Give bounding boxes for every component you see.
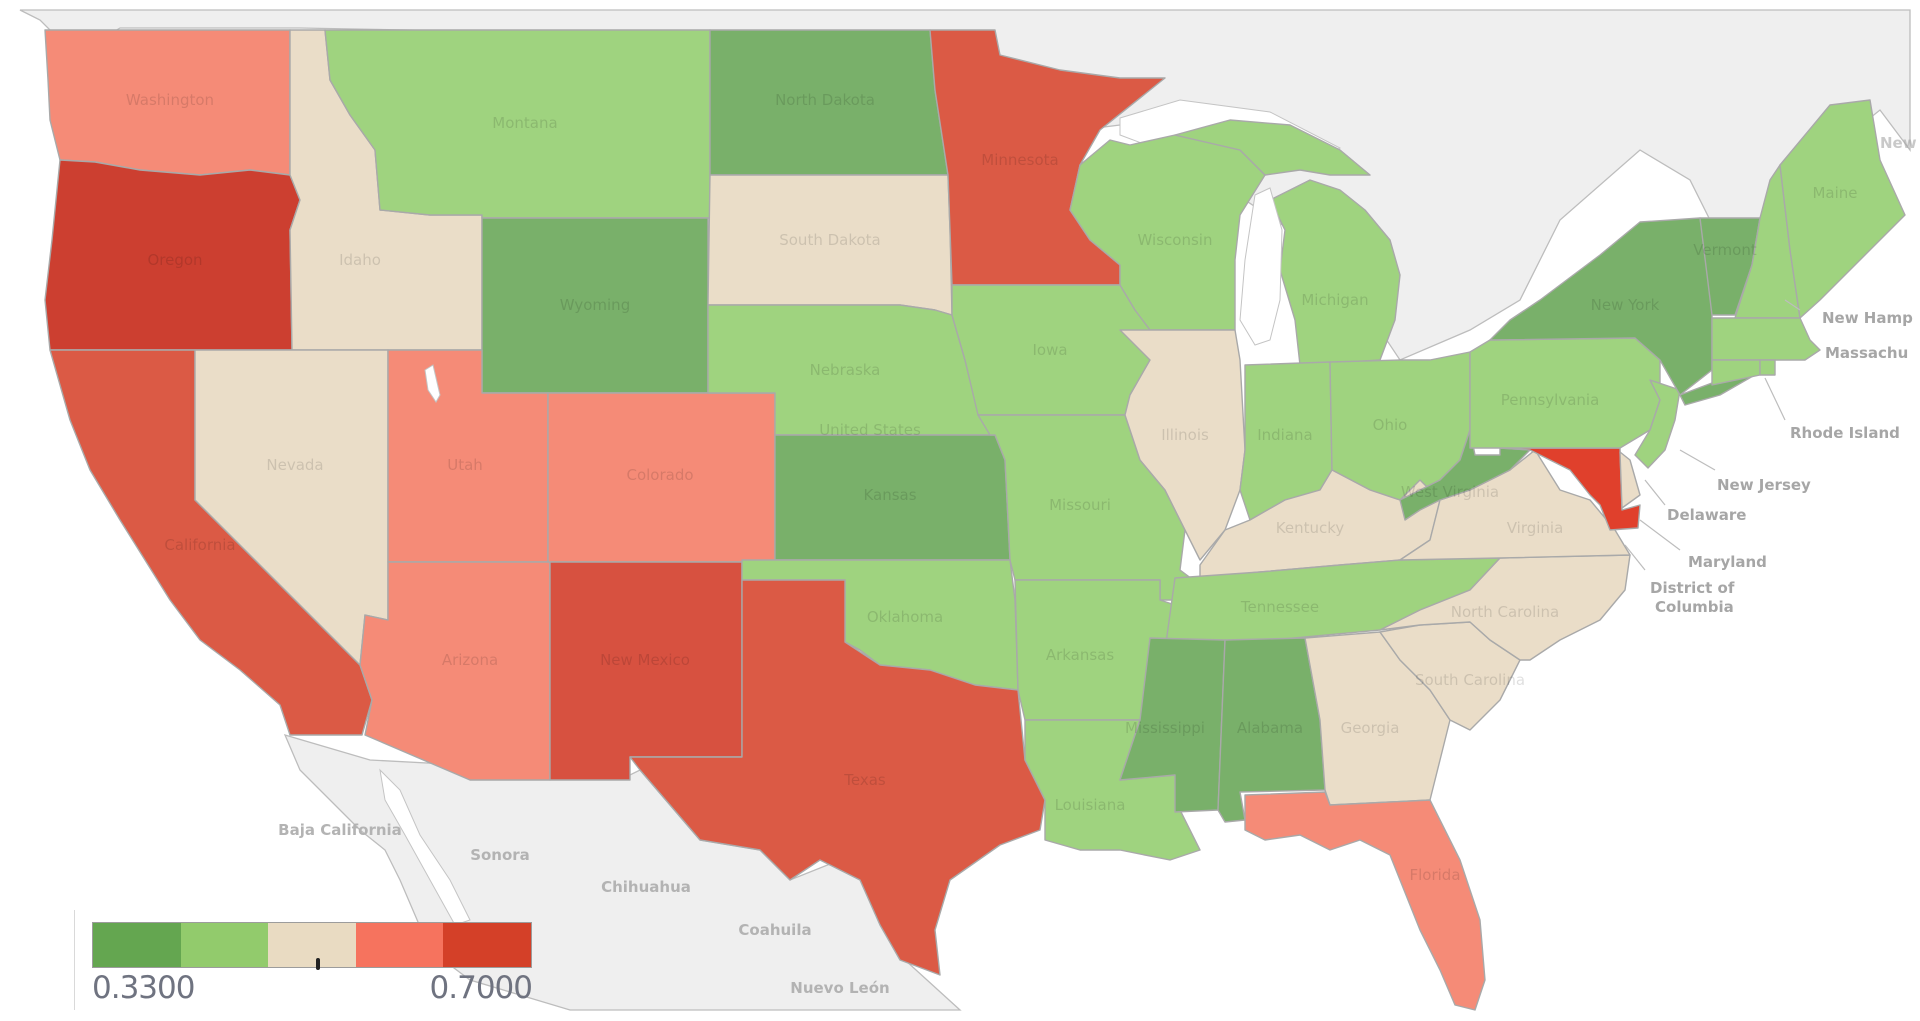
state-wyoming[interactable] [481,217,709,394]
callout-labels: New Hamp Massachu Rhode Island New Jerse… [1624,134,1920,616]
great-salt-lake [424,364,441,403]
legend-bin-3 [268,923,356,967]
lake-michigan [1239,187,1283,346]
label-coahuila: Coahuila [738,921,811,939]
state-virginia[interactable] [1399,449,1631,561]
leader-de [1644,479,1666,506]
legend-bin-1 [93,923,181,967]
callout-rhode-island: Rhode Island [1790,424,1900,442]
legend-marker[interactable] [316,958,320,970]
color-legend: 0.3300 0.7000 [74,908,544,1016]
callout-massachusetts: Massachu [1825,344,1908,362]
state-new-mexico[interactable] [549,561,743,781]
state-new-jersey[interactable] [1634,379,1681,469]
leader-dc [1624,544,1646,571]
leader-nh [1784,299,1801,311]
legend-max-label: 0.7000 [429,970,533,1006]
state-pennsylvania[interactable] [1469,337,1661,449]
state-colorado[interactable] [547,392,776,563]
state-michigan-up[interactable] [1174,119,1371,176]
states-layer [44,29,1906,1011]
state-kansas[interactable] [774,434,1011,561]
mexico-labels: Baja California Sonora Chihuahua Coahuil… [278,821,890,997]
leader-nj [1679,449,1716,471]
state-montana[interactable] [324,29,711,219]
label-nuevo-leon: Nuevo León [790,979,889,997]
state-south-dakota[interactable] [707,174,953,316]
state-oregon[interactable] [44,159,301,351]
callout-dc-line2: Columbia [1655,598,1734,616]
state-massachusetts[interactable] [1711,317,1821,361]
leader-md [1639,519,1681,551]
legend-bin-2 [180,923,269,967]
callout-delaware: Delaware [1667,506,1746,524]
state-maine[interactable] [1779,99,1906,319]
state-iowa[interactable] [951,284,1156,416]
state-rhode-island[interactable] [1759,359,1776,376]
callout-new-brunswick: New Br [1880,134,1920,152]
leader-ri [1764,377,1786,421]
state-illinois[interactable] [1119,329,1246,561]
legend-color-bar[interactable] [92,922,532,968]
state-wisconsin[interactable] [1069,134,1266,331]
callout-new-jersey: New Jersey [1717,476,1811,494]
state-arizona[interactable] [359,561,551,781]
state-florida[interactable] [1244,791,1486,1011]
legend-bin-5 [443,923,531,967]
state-delaware[interactable] [1619,451,1641,509]
state-north-carolina[interactable] [1379,554,1631,661]
label-sonora: Sonora [470,846,530,864]
state-texas[interactable] [629,579,1046,976]
legend-min-label: 0.3300 [92,970,195,1006]
callout-dc-line1: District of [1650,579,1735,597]
state-north-dakota[interactable] [709,29,949,176]
legend-frame-line [74,910,75,1010]
label-chihuahua: Chihuahua [601,878,691,896]
state-washington[interactable] [44,29,291,176]
callout-new-hampshire: New Hamp [1822,309,1913,327]
legend-bin-4 [355,923,444,967]
label-baja-california: Baja California [278,821,402,839]
callout-maryland: Maryland [1688,553,1767,571]
